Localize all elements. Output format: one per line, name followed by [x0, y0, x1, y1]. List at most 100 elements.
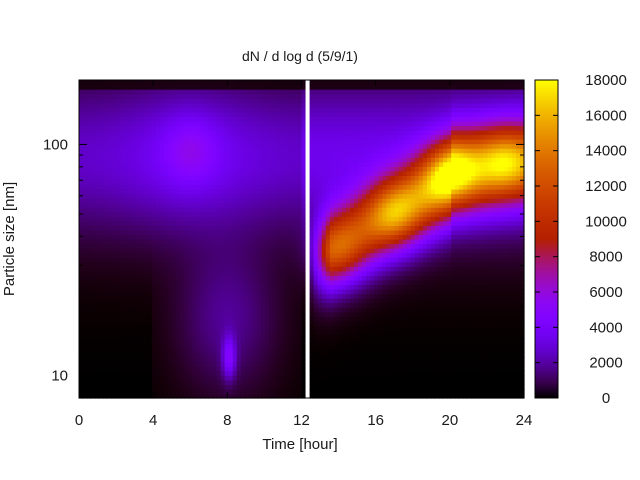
heatmap-cell — [188, 161, 193, 167]
heatmap-cell — [79, 229, 84, 236]
heatmap-cell — [252, 393, 258, 399]
heatmap-cell — [192, 266, 197, 272]
heatmap-cell — [354, 184, 359, 190]
heatmap-cell — [281, 125, 286, 131]
heatmap-cell — [273, 352, 278, 358]
heatmap-cell — [87, 166, 92, 172]
heatmap-cell — [103, 343, 108, 349]
heatmap-cell — [354, 243, 359, 249]
heatmap-cell — [261, 202, 266, 208]
heatmap-cell — [143, 357, 149, 363]
heatmap-cell — [204, 320, 210, 326]
heatmap-cell — [196, 307, 201, 313]
heatmap-cell — [297, 229, 303, 236]
heatmap-cell — [265, 334, 270, 340]
heatmap-cell — [127, 80, 133, 86]
heatmap-cell — [317, 320, 323, 326]
heatmap-cell — [220, 175, 226, 181]
heatmap-cell — [329, 89, 335, 95]
heatmap-cell — [159, 139, 165, 145]
heatmap-cell — [325, 134, 331, 140]
heatmap-cell — [131, 325, 137, 331]
heatmap-cell — [143, 184, 149, 190]
heatmap-cell — [127, 348, 133, 354]
heatmap-cell — [192, 89, 197, 95]
heatmap-cell — [131, 143, 137, 149]
heatmap-cell — [301, 152, 307, 158]
heatmap-cell — [95, 370, 100, 376]
heatmap-cell — [188, 348, 193, 354]
heatmap-cell — [139, 125, 145, 131]
heatmap-cell — [188, 111, 193, 117]
heatmap-cell — [240, 102, 246, 108]
heatmap-cell — [252, 329, 258, 335]
heatmap-cell — [244, 257, 250, 263]
heatmap-cell — [79, 316, 84, 322]
heatmap-cell — [212, 89, 218, 95]
heatmap-cell — [163, 343, 169, 349]
heatmap-cell — [257, 334, 262, 340]
heatmap-cell — [184, 361, 189, 367]
heatmap-cell — [196, 120, 201, 127]
heatmap-cell — [204, 102, 210, 108]
heatmap-cell — [244, 120, 250, 127]
heatmap-cell — [103, 198, 108, 204]
heatmap-cell — [103, 311, 108, 317]
heatmap-cell — [261, 325, 266, 331]
heatmap-cell — [252, 184, 258, 190]
heatmap-cell — [103, 225, 108, 231]
heatmap-cell — [293, 125, 299, 131]
heatmap-cell — [79, 139, 84, 145]
heatmap-cell — [341, 261, 347, 267]
heatmap-cell — [325, 175, 331, 181]
heatmap-cell — [265, 288, 270, 295]
heatmap-cell — [135, 293, 141, 299]
heatmap-cell — [289, 348, 295, 354]
heatmap-cell — [273, 275, 278, 281]
heatmap-cell — [79, 266, 84, 272]
heatmap-cell — [188, 366, 193, 372]
heatmap-cell — [325, 166, 331, 172]
heatmap-cell — [131, 348, 137, 354]
heatmap-cell — [151, 329, 157, 335]
heatmap-cell — [139, 370, 145, 376]
heatmap-cell — [333, 216, 339, 222]
heatmap-cell — [188, 361, 193, 367]
heatmap-cell — [139, 325, 145, 331]
heatmap-cell — [119, 338, 125, 345]
heatmap-cell — [192, 129, 197, 136]
heatmap-cell — [346, 279, 351, 286]
heatmap-cell — [293, 143, 299, 149]
heatmap-cell — [252, 89, 258, 95]
heatmap-cell — [236, 302, 242, 308]
heatmap-cell — [240, 125, 246, 131]
heatmap-cell — [91, 311, 96, 317]
heatmap-cell — [155, 170, 161, 176]
heatmap-cell — [301, 239, 307, 245]
heatmap-cell — [305, 329, 311, 335]
heatmap-cell — [305, 275, 311, 281]
heatmap-cell — [341, 375, 347, 381]
heatmap-cell — [212, 320, 218, 326]
heatmap-cell — [212, 257, 218, 263]
heatmap-cell — [172, 161, 177, 167]
heatmap-cell — [188, 334, 193, 340]
heatmap-cell — [139, 98, 145, 104]
heatmap-cell — [131, 129, 137, 136]
heatmap-cell — [216, 157, 222, 163]
heatmap-cell — [163, 93, 169, 99]
heatmap-cell — [248, 270, 254, 276]
heatmap-cell — [269, 143, 274, 149]
heatmap-cell — [224, 152, 230, 158]
heatmap-cell — [220, 338, 226, 345]
heatmap-cell — [99, 189, 104, 195]
heatmap-cell — [321, 248, 327, 254]
heatmap-cell — [240, 348, 246, 354]
heatmap-cell — [220, 107, 226, 113]
heatmap-cell — [103, 193, 108, 199]
heatmap-cell — [350, 366, 355, 372]
heatmap-cell — [212, 388, 218, 395]
heatmap-cell — [192, 338, 197, 345]
heatmap-cell — [228, 370, 234, 376]
heatmap-cell — [358, 311, 363, 317]
